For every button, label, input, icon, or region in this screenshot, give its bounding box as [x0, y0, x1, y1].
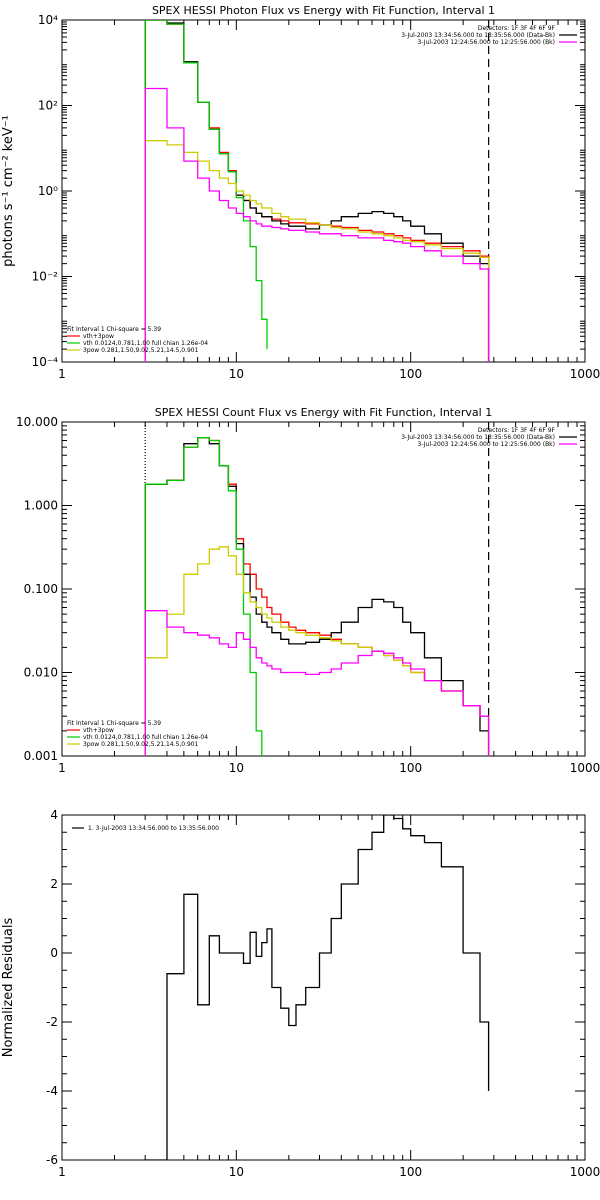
series-line-2 [144, 436, 490, 756]
chart-panel-1: SPEX HESSI Photon Flux vs Energy with Fi… [1, 4, 600, 381]
chart-panel-3: 1 10 100 1000 -6 -4 -2 0 2 4 Normalized Residuals 1… [1, 808, 600, 1179]
legend-entry: Detectors: 1F 3F 4F 6F 9F [478, 25, 556, 32]
y-axis: 0.001 0.010 0.100 1.000 10.000 [16, 415, 585, 763]
x-axis: 1 10 100 1000 [58, 815, 600, 1179]
legend-entry: vth+3pow [83, 333, 114, 340]
legend-entry: vth+3pow [83, 727, 114, 734]
series-line-1 [145, 815, 490, 1160]
x-tick-label: 10 [229, 761, 244, 775]
y-tick-label: 10² [38, 99, 58, 113]
y-axis: 10⁻⁴ 10⁻² 10⁰ 10² 10⁴ [32, 13, 585, 369]
chart-title: SPEX HESSI Photon Flux vs Energy with Fi… [152, 4, 495, 17]
plot-frame [61, 421, 586, 757]
y-tick-label: 10⁰ [38, 184, 58, 198]
x-tick-label: 10 [229, 367, 244, 381]
series-line-3 [144, 436, 263, 756]
y-tick-label: 0.001 [24, 749, 58, 763]
y-tick-label: -2 [46, 1015, 58, 1029]
y-tick-label: 10⁴ [38, 13, 58, 27]
y-tick-label: 0.010 [24, 666, 58, 680]
y-tick-label: 4 [50, 808, 58, 822]
x-tick-label: 1000 [570, 367, 600, 381]
x-tick-label: 100 [399, 367, 422, 381]
series-line-5 [144, 610, 490, 756]
legend-entry: 3-Jul-2003 12:24:56.000 to 12:25:56.000 … [417, 39, 555, 46]
series-line-5 [144, 87, 490, 362]
x-tick-label: 1 [58, 1165, 66, 1179]
chart-panel-2: SPEX HESSI Count Flux vs Energy with Fit… [16, 406, 600, 775]
x-tick-label: 1000 [570, 1165, 600, 1179]
y-tick-label: -6 [46, 1153, 58, 1167]
legend-entry: Fit Interval 1 Chi-square = 5.39 [67, 326, 161, 333]
series-group [144, 436, 490, 756]
plot-frame [61, 19, 586, 363]
plot-frame [61, 814, 586, 1161]
y-axis-label: photons s⁻¹ cm⁻² keV⁻¹ [1, 115, 16, 267]
chart-title: SPEX HESSI Count Flux vs Energy with Fit… [155, 406, 492, 419]
legend-entry: 3-Jul-2003 13:34:56.000 to 13:35:56.000 … [401, 434, 555, 441]
y-tick-label: 10⁻² [32, 270, 59, 284]
series-line-4 [144, 546, 490, 756]
series-line-2 [144, 20, 490, 362]
y-axis: -6 -4 -2 0 2 4 [46, 808, 585, 1167]
series-group [144, 20, 490, 362]
legend-entry: Fit Interval 1 Chi-square = 5.39 [67, 720, 161, 727]
series-line-4 [144, 140, 490, 362]
series-line-1 [144, 20, 490, 362]
y-tick-label: -4 [46, 1084, 58, 1098]
legend-entry: vth 0.0124,0.781,1.00 full chian 1.26e-0… [83, 734, 208, 741]
legend-entry: 3-Jul-2003 13:34:56.000 to 13:35:56.000 … [401, 32, 555, 39]
legend-entry: vth 0.0124,0.781,1.00 full chian 1.26e-0… [83, 340, 208, 347]
legend-entry: Detectors: 1F 3F 4F 6F 9F [478, 427, 556, 434]
y-tick-label: 0.100 [24, 582, 58, 596]
y-tick-label: 0 [50, 946, 58, 960]
x-tick-label: 1 [58, 367, 66, 381]
y-axis-label: Normalized Residuals [1, 918, 16, 1058]
series-line-1 [144, 436, 490, 756]
y-tick-label: 1.000 [24, 499, 58, 513]
x-axis: 1 10 100 1000 [58, 20, 600, 381]
series-group [145, 815, 490, 1160]
x-tick-label: 1 [58, 761, 66, 775]
legend-entry: 3pow 0.281,1.50,9.02,5.21,14.5,0.901 [83, 741, 199, 748]
x-tick-label: 10 [229, 1165, 244, 1179]
x-tick-label: 1000 [570, 761, 600, 775]
y-tick-label: 10.000 [16, 415, 58, 429]
x-tick-label: 100 [399, 1165, 422, 1179]
x-axis: 1 10 100 1000 [58, 422, 600, 775]
x-tick-label: 100 [399, 761, 422, 775]
series-line-3 [144, 20, 268, 362]
legend-entry: 3pow 0.281,1.50,9.02,5.21,14.5,0.901 [83, 347, 199, 354]
legend-entry: 1. 3-Jul-2003 13:34:56.000 to 13:35:56.0… [88, 825, 219, 832]
y-tick-label: 10⁻⁴ [32, 355, 59, 369]
y-tick-label: 2 [50, 877, 58, 891]
legend-entry: 3-Jul-2003 12:24:56.000 to 12:25:56.000 … [417, 441, 555, 448]
